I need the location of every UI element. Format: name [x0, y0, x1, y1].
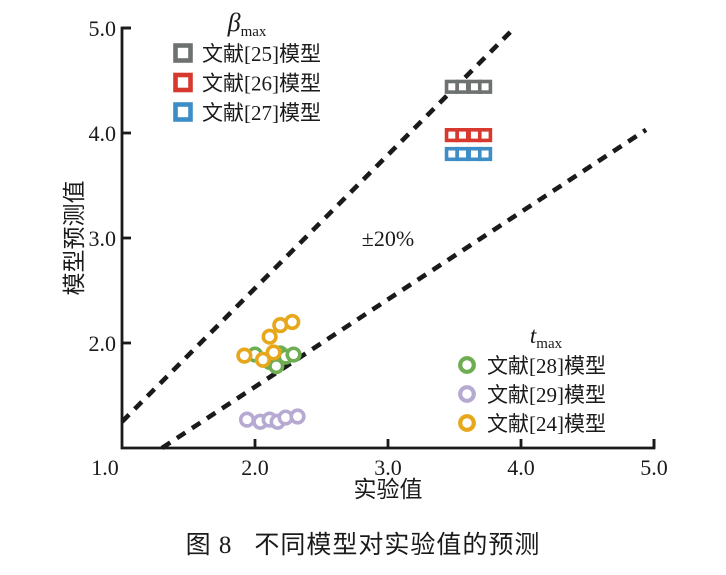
data-point-square-series0	[455, 79, 470, 94]
legend-marker-square	[173, 72, 193, 93]
legend-marker-circle	[458, 385, 476, 403]
legend-beta-title: βmax	[227, 8, 267, 40]
legend-item-label: 文献[29]模型	[487, 383, 606, 407]
legend-marker-square	[173, 102, 193, 122]
x-tick-label: 5.0	[640, 455, 668, 480]
reference-line-upper-20pct-bound	[120, 26, 516, 424]
data-point-circle-series5	[236, 347, 253, 364]
y-axis-title: 模型预测值	[62, 181, 87, 296]
data-point-square-series0	[477, 79, 493, 94]
x-tick-label: 2.0	[241, 455, 269, 480]
data-point-circle-series5	[284, 313, 301, 331]
x-axis-title: 实验值	[354, 477, 423, 500]
legend-t-title: tmax	[530, 323, 563, 352]
scatter-chart: 2.0 3.0 4.0 5.0 2.0 3.0 4.0 5.0 1.0 ±20% βmax文献[25…	[62, 8, 668, 502]
legend-marker-circle	[458, 356, 476, 374]
data-point-circle-series5	[261, 328, 278, 345]
legend-item-label: 文献[24]模型	[487, 412, 606, 436]
data-point-square-series1	[455, 128, 470, 143]
y-tick-label: 2.0	[89, 331, 117, 356]
data-point-square-series2	[455, 146, 470, 162]
reference-line-lower-20pct-bound	[160, 127, 648, 450]
figure-caption: 图 8 不同模型对实验值的预测	[0, 525, 726, 561]
figure-title: 不同模型对实验值的预测	[254, 532, 541, 559]
x-tick-label: 3.0	[374, 455, 402, 480]
y-tick-label: 4.0	[89, 121, 117, 146]
figure-number: 图 8	[185, 532, 233, 559]
x-tick-label: 4.0	[507, 455, 535, 480]
data-point-circle-series5	[265, 344, 282, 361]
data-point-square-series1	[477, 128, 493, 143]
data-point-circle-series3	[268, 358, 285, 375]
legend-marker-circle	[458, 414, 476, 432]
legend-item-label: 文献[27]模型	[202, 101, 321, 125]
y-tick-label: 5.0	[89, 16, 117, 41]
legend-item-label: 文献[26]模型	[202, 72, 321, 96]
data-point-circle-series3	[285, 346, 302, 363]
y-tick-label: 3.0	[89, 226, 117, 251]
data-point-square-series2	[477, 146, 493, 162]
band-annotation: ±20%	[362, 226, 414, 251]
data-point-circle-series4	[238, 411, 256, 428]
data-point-circle-series5	[254, 351, 272, 368]
origin-tick-label: 1.0	[91, 455, 119, 480]
legend-item-label: 文献[25]模型	[202, 42, 321, 66]
legend-item-label: 文献[28]模型	[487, 354, 606, 378]
data-point-circle-series4	[289, 408, 306, 425]
legend-marker-square	[173, 43, 193, 63]
